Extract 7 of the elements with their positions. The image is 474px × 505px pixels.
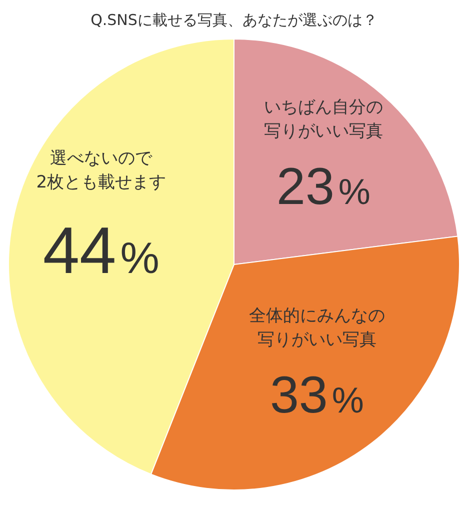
slice-label: 全体的にみんなの写りがいい写真 <box>248 306 385 350</box>
data-label: 44% <box>42 213 160 288</box>
data-label: 23% <box>276 158 370 216</box>
data-label: 33% <box>270 366 364 424</box>
chart-title: Q.SNSに載せる写真、あなたが選ぶのは？ <box>90 10 378 29</box>
slice-label: いちばん自分の写りがいい写真 <box>264 97 383 142</box>
slice-label: 選べないので2枚とも載せます <box>36 148 166 193</box>
